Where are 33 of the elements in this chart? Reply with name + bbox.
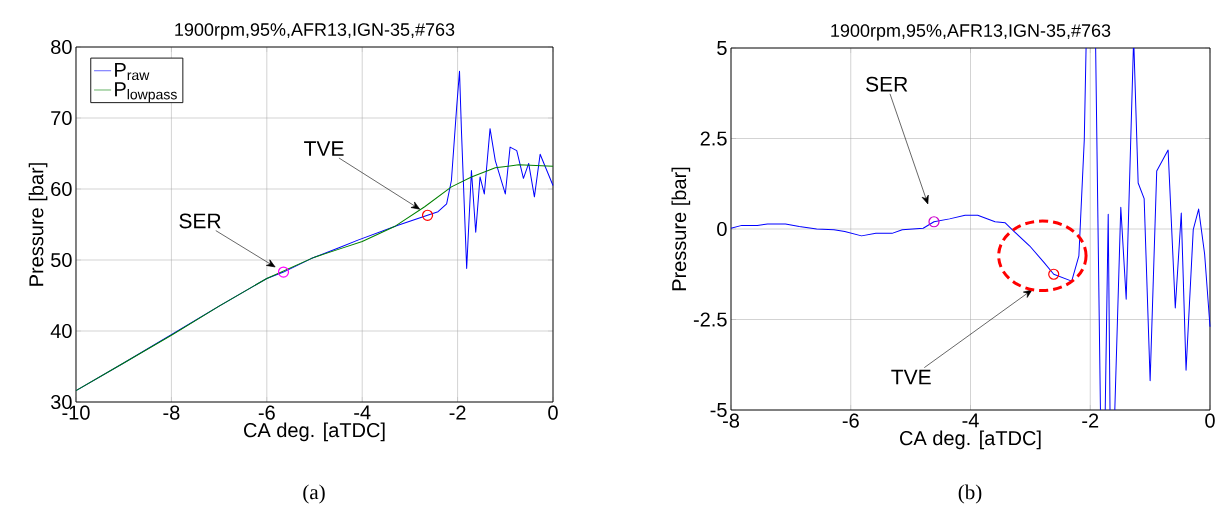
- y-tick-label: 80: [51, 39, 72, 55]
- x-tick-label: -2: [449, 405, 466, 420]
- x-tick-label: -4: [962, 413, 979, 428]
- x-tick-label: -6: [258, 405, 275, 420]
- y-tick-label: 50: [51, 252, 72, 268]
- y-tick-label: 0: [717, 221, 727, 237]
- y-tick-label: 5: [717, 41, 727, 55]
- y-axis-title: Pressure [bar]: [671, 167, 691, 291]
- y-tick-label: 70: [51, 110, 72, 126]
- chart-title: 1900rpm,95%,AFR13,IGN-35,#763: [831, 24, 1111, 41]
- x-tick-label: -4: [354, 405, 371, 420]
- annotation: SER: [179, 213, 221, 229]
- text: (b): [958, 484, 982, 504]
- x-tick-label: 0: [1205, 413, 1215, 428]
- chart-title: 1900rpm,95%,AFR13,IGN-35,#763: [175, 23, 455, 40]
- y-tick-label: 60: [51, 181, 72, 197]
- y-tick-label: 2.5: [700, 131, 727, 146]
- legend-label: P$_{raw}$: [115, 63, 150, 81]
- annotation: TVE: [891, 369, 931, 385]
- x-tick-label: -8: [163, 405, 180, 420]
- y-axis-title: Pressure [bar]: [28, 163, 48, 286]
- x-tick-label: -6: [842, 413, 859, 428]
- annotation: SER: [866, 76, 908, 92]
- x-axis-title: CA deg. [aTDC]: [900, 430, 1041, 450]
- y-tick-label: -2.5: [693, 312, 727, 327]
- x-axis-title: CA deg. [aTDC]: [244, 422, 385, 442]
- annotation: TVE: [304, 141, 344, 156]
- legend-label: P$_{lowpass}$: [115, 82, 177, 103]
- x-tick-label: 0: [548, 405, 558, 420]
- y-tick-label: 40: [50, 323, 72, 339]
- line-series: [75, 164, 554, 392]
- x-tick-label: -2: [1082, 413, 1099, 428]
- text: (a): [303, 484, 325, 504]
